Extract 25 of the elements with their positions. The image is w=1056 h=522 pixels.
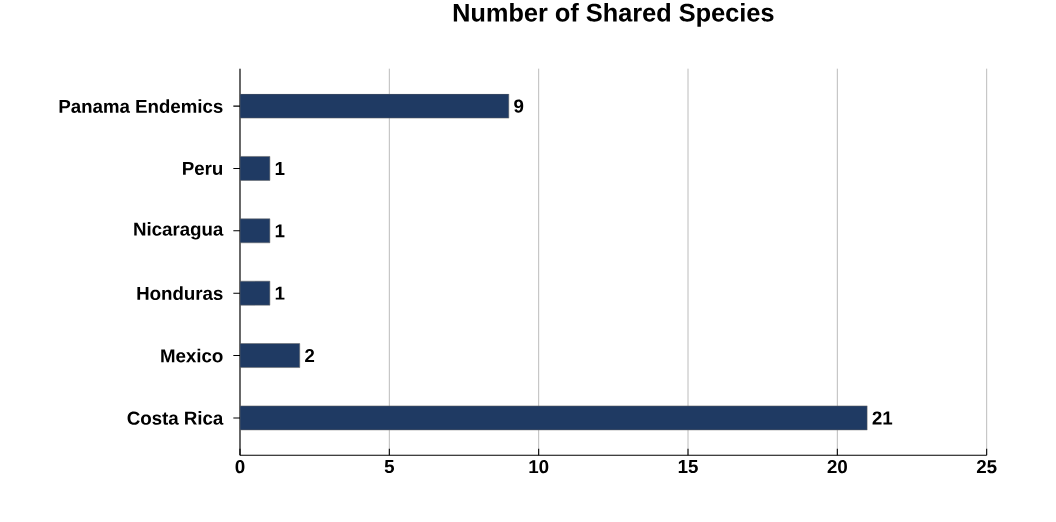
bar: [240, 156, 271, 181]
bar: [240, 405, 868, 431]
x-tick-label: 15: [678, 460, 698, 474]
y-tick-label: Peru: [183, 161, 223, 175]
bar: [240, 93, 510, 119]
data-label: 9: [514, 99, 524, 113]
y-tick-label: Nicaragua: [134, 222, 224, 240]
data-label: 21: [872, 411, 893, 425]
x-tick-label: 0: [235, 460, 245, 474]
data-label: 1: [275, 286, 285, 300]
bar: [240, 280, 271, 306]
y-tick-label: Panama Endemics: [59, 99, 223, 113]
y-tick-label: Costa Rica: [127, 411, 224, 425]
x-tick-label: 20: [827, 460, 847, 474]
data-label: 1: [275, 224, 285, 238]
y-tick-label: Honduras: [137, 286, 223, 301]
x-tick-label: 5: [384, 460, 395, 474]
bar: [240, 218, 271, 244]
bar: [240, 343, 300, 368]
x-tick-label: 10: [529, 460, 549, 474]
y-tick-label: Mexico: [161, 348, 223, 363]
data-label: 1: [275, 162, 285, 175]
data-label: 2: [305, 349, 315, 363]
x-tick-label: 25: [976, 460, 997, 474]
chart-title: Number of Shared Species: [453, 3, 774, 27]
